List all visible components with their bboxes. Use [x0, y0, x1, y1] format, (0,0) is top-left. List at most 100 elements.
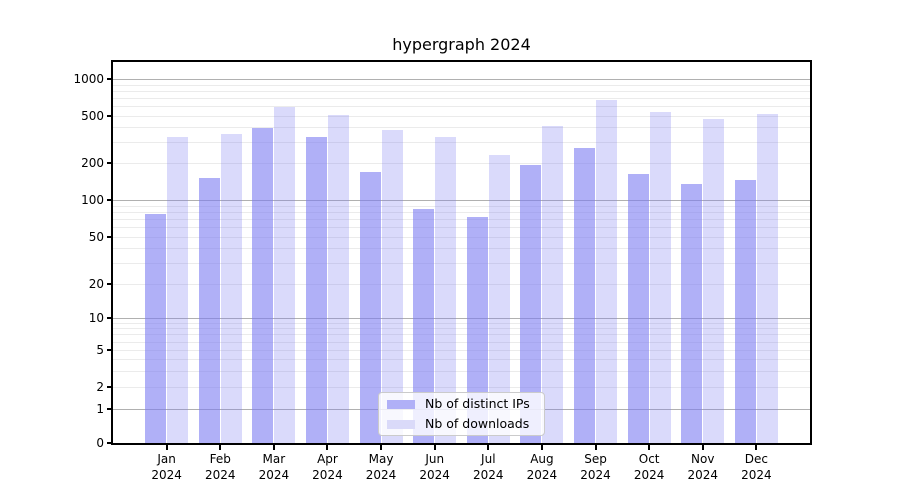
y-tick-mark: [107, 283, 113, 285]
x-tick-label-year: 2024: [580, 468, 611, 482]
bar-distinct-ips: [627, 173, 649, 443]
minor-gridline: [113, 284, 810, 285]
x-tick-label: Mar 2024: [246, 451, 302, 483]
x-tick-label: May 2024: [353, 451, 409, 483]
bar-distinct-ips: [359, 171, 381, 443]
x-tick-label: Oct 2024: [621, 451, 677, 483]
x-tick-label: Aug 2024: [514, 451, 570, 483]
legend-swatch-distinct-ips: [387, 399, 415, 409]
y-tick-mark: [107, 199, 113, 201]
bar-downloads: [488, 154, 510, 443]
minor-gridline: [113, 211, 810, 213]
bar-distinct-ips: [305, 137, 327, 443]
minor-gridline: [113, 248, 810, 250]
minor-gridline: [113, 322, 810, 324]
y-tick-label: 5: [96, 343, 104, 357]
x-tick-label: Jul 2024: [460, 451, 516, 483]
x-tick-label: Sep 2024: [568, 451, 624, 483]
bar-distinct-ips: [466, 216, 488, 443]
x-tick-mark: [755, 445, 758, 450]
minor-gridline: [113, 370, 810, 372]
bar-distinct-ips: [413, 209, 435, 443]
x-tick-label: Nov 2024: [675, 451, 731, 483]
y-tick-label: 2: [96, 380, 104, 394]
bar-distinct-ips: [574, 147, 596, 443]
major-gridline: [113, 318, 810, 319]
minor-gridline: [113, 205, 810, 207]
x-tick-label-year: 2024: [419, 468, 450, 482]
bar-distinct-ips: [734, 179, 756, 443]
x-tick-label-year: 2024: [312, 468, 343, 482]
minor-gridline: [113, 116, 810, 117]
x-tick-mark: [540, 445, 543, 450]
legend-item-distinct-ips: Nb of distinct IPs: [387, 396, 544, 413]
y-tick-label: 200: [81, 156, 104, 170]
bar-downloads: [756, 113, 778, 443]
minor-gridline: [113, 359, 810, 360]
major-gridline: [113, 200, 810, 201]
legend-label-distinct-ips: Nb of distinct IPs: [425, 396, 530, 411]
x-tick-label: Dec 2024: [728, 451, 784, 483]
minor-gridline: [113, 163, 810, 164]
minor-gridline: [113, 341, 810, 343]
bar-distinct-ips: [520, 164, 542, 443]
y-tick-mark: [107, 78, 113, 80]
bar-downloads: [703, 119, 725, 443]
x-tick-label-year: 2024: [687, 468, 719, 482]
x-tick-label: Apr 2024: [299, 451, 355, 483]
x-tick-label-year: 2024: [365, 468, 397, 482]
x-tick-mark: [326, 445, 329, 450]
minor-gridline: [113, 350, 810, 351]
bar-downloads: [596, 99, 618, 443]
x-tick-label-year: 2024: [526, 468, 558, 482]
x-tick-mark: [594, 445, 597, 450]
x-tick-label: Jan 2024: [139, 451, 195, 483]
minor-gridline: [113, 387, 810, 388]
x-tick-label-year: 2024: [741, 468, 772, 482]
minor-gridline: [113, 237, 810, 238]
y-tick-label: 100: [81, 193, 104, 207]
major-gridline: [113, 79, 810, 80]
y-tick-mark: [107, 386, 113, 388]
minor-gridline: [113, 334, 810, 336]
minor-gridline: [113, 142, 810, 144]
minor-gridline: [113, 98, 810, 100]
x-tick-mark: [487, 445, 490, 450]
legend-label-downloads: Nb of downloads: [425, 416, 530, 431]
minor-gridline: [113, 219, 810, 221]
chart-title: hypergraph 2024: [392, 35, 531, 54]
legend: Nb of distinct IPs Nb of downloads: [378, 392, 545, 436]
y-tick-label: 500: [81, 109, 104, 123]
bar-downloads: [542, 126, 564, 443]
legend-item-downloads: Nb of downloads: [387, 416, 544, 433]
y-tick-label: 0: [96, 436, 104, 450]
minor-gridline: [113, 106, 810, 108]
y-tick-label: 1000: [73, 72, 104, 86]
y-tick-label: 10: [88, 311, 104, 325]
x-tick-label-year: 2024: [633, 468, 665, 482]
bar-distinct-ips: [681, 183, 703, 443]
y-tick-mark: [107, 236, 113, 238]
bar-downloads: [649, 111, 671, 443]
x-tick-mark: [219, 445, 222, 450]
bar-distinct-ips: [145, 213, 167, 443]
x-tick-label: Feb 2024: [192, 451, 248, 483]
bar-distinct-ips: [252, 128, 274, 443]
y-tick-mark: [107, 317, 113, 319]
bar-downloads: [220, 134, 242, 443]
y-tick-mark: [107, 162, 113, 164]
bar-downloads: [435, 136, 457, 443]
y-tick-mark: [107, 115, 113, 117]
y-tick-mark: [107, 408, 113, 410]
bar-downloads: [274, 107, 296, 443]
minor-gridline: [113, 127, 810, 129]
minor-gridline: [113, 263, 810, 265]
x-tick-label: Jun 2024: [407, 451, 463, 483]
minor-gridline: [113, 328, 810, 330]
plot-area: [113, 62, 810, 443]
minor-gridline: [113, 84, 810, 86]
x-tick-mark: [648, 445, 651, 450]
x-tick-label-year: 2024: [204, 468, 236, 482]
bar-distinct-ips: [198, 178, 220, 443]
